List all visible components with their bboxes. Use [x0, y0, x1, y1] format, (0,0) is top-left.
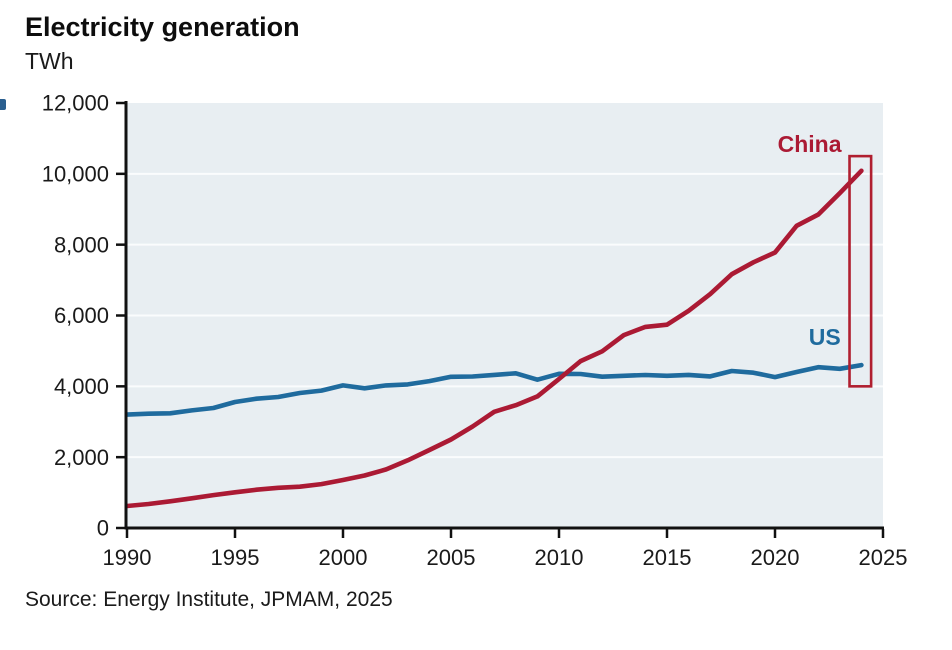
y-tick-label: 8,000: [54, 232, 109, 257]
chart-unit-label: TWh: [25, 48, 74, 74]
y-tick-label: 10,000: [42, 162, 109, 187]
y-tick-label: 12,000: [42, 91, 109, 116]
x-tick-label: 1995: [211, 545, 260, 570]
y-tick-label: 6,000: [54, 303, 109, 328]
x-tick-label: 2000: [319, 545, 368, 570]
line-chart: 0 2,000 4,000 6,000 8,000 10,000 12,000 1990 199…: [42, 91, 908, 570]
source-attribution: Source: Energy Institute, JPMAM, 2025: [25, 588, 393, 611]
x-tick-label: 2010: [535, 545, 584, 570]
x-tick-label: 1990: [103, 545, 152, 570]
y-tick-label: 4,000: [54, 374, 109, 399]
x-tick-label: 2025: [859, 545, 908, 570]
series-label-us: US: [809, 324, 841, 350]
endpoint-highlight-box: [848, 154, 873, 388]
x-tick-label: 2015: [643, 545, 692, 570]
y-tick-label: 0: [97, 516, 109, 541]
series-label-china: China: [778, 131, 842, 157]
x-tick-label: 2005: [427, 545, 476, 570]
series-line-china: [124, 168, 864, 509]
x-tick-label: 2020: [751, 545, 800, 570]
chart-title: Electricity generation: [25, 12, 300, 42]
page-edge-artifact: [0, 99, 6, 110]
y-tick-label: 2,000: [54, 445, 109, 470]
series-line-us: [124, 362, 864, 417]
